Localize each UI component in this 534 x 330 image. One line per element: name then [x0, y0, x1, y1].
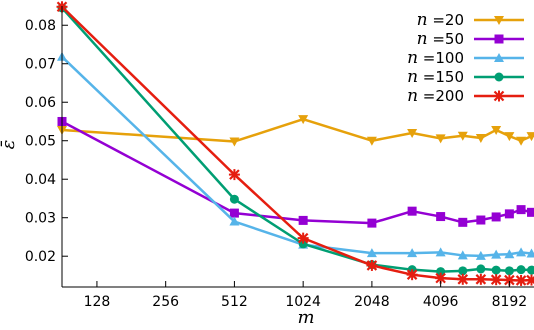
data-point [491, 265, 501, 275]
data-point [366, 259, 378, 271]
x-tick-label: 512 [221, 294, 248, 310]
data-point [476, 215, 486, 225]
legend-item: n =200 [407, 86, 524, 106]
data-point [298, 215, 308, 225]
data-point [457, 273, 469, 285]
series-0 [57, 115, 534, 147]
data-point [407, 129, 418, 139]
data-point [504, 132, 515, 142]
data-point [504, 209, 514, 219]
data-point [516, 265, 526, 275]
data-point [229, 194, 239, 204]
data-point [516, 136, 527, 146]
data-point [228, 169, 240, 181]
data-point [298, 115, 309, 125]
y-tick-label: 0.03 [25, 211, 56, 227]
data-point [475, 273, 487, 285]
data-point [436, 212, 446, 222]
data-point [491, 249, 502, 259]
x-axis-label: m [297, 307, 314, 328]
data-point [436, 267, 446, 277]
data-point [491, 212, 501, 222]
legend-marker [494, 72, 504, 82]
data-point [435, 134, 446, 144]
data-point [516, 247, 527, 257]
data-point [504, 249, 515, 259]
legend-label: n =50 [417, 29, 464, 49]
legend-label: n =100 [407, 48, 464, 68]
legend-item: n =100 [407, 48, 524, 68]
legend-marker [493, 90, 505, 102]
y-tick-label: 0.06 [25, 95, 56, 111]
x-tick-label: 2048 [354, 294, 390, 310]
axes-frame [61, 6, 534, 288]
data-point [490, 274, 502, 286]
x-tick-label: 256 [152, 294, 179, 310]
data-point [526, 248, 534, 258]
y-tick-label: 0.04 [25, 172, 56, 188]
data-point [526, 132, 534, 142]
data-point [407, 206, 417, 216]
legend-label: n =150 [407, 67, 464, 87]
series-1 [57, 116, 534, 228]
data-point [475, 134, 486, 144]
data-point [435, 272, 447, 284]
legend-marker [494, 16, 504, 25]
data-point [229, 216, 240, 226]
data-point [366, 136, 377, 146]
data-point [407, 248, 418, 258]
legend-label: n =20 [417, 10, 464, 30]
data-point [406, 269, 418, 281]
data-point [229, 137, 240, 147]
data-point [475, 250, 486, 260]
y-tick-label: 0.05 [25, 134, 56, 150]
data-point [515, 274, 527, 286]
data-point [458, 266, 468, 276]
data-point [516, 205, 526, 215]
legend-item: n =50 [417, 29, 524, 49]
ticks-layer: 128 256 512 1024 2048 4096 8192 0.02 0.03 0.04 0.0… [25, 18, 527, 310]
data-point [367, 218, 377, 228]
legend-marker [494, 34, 504, 44]
y-tick-label: 0.07 [25, 57, 56, 73]
series-layer [56, 1, 534, 286]
data-point [527, 265, 534, 275]
x-tick-label: 128 [84, 294, 111, 310]
y-axis-label: ε̄ [0, 140, 19, 150]
x-tick-label: 4096 [423, 294, 459, 310]
data-point [457, 250, 468, 260]
data-point [526, 274, 534, 286]
data-point [435, 247, 446, 257]
legend-item: n =20 [417, 10, 524, 30]
data-point [491, 125, 502, 135]
data-point [297, 232, 309, 244]
data-point [457, 131, 468, 141]
y-tick-label: 0.02 [25, 249, 56, 265]
y-tick-label: 0.08 [25, 18, 56, 34]
data-point [476, 264, 486, 274]
data-point [527, 207, 534, 217]
data-point [366, 248, 377, 258]
series-4 [56, 1, 534, 286]
data-point [504, 266, 514, 276]
x-tick-label: 1024 [285, 294, 321, 310]
data-point [458, 217, 468, 227]
legend-label: n =200 [407, 86, 464, 106]
legend-marker [494, 53, 504, 62]
legend-item: n =150 [407, 67, 524, 87]
x-tick-label: 8192 [492, 294, 528, 310]
data-point [229, 208, 239, 218]
